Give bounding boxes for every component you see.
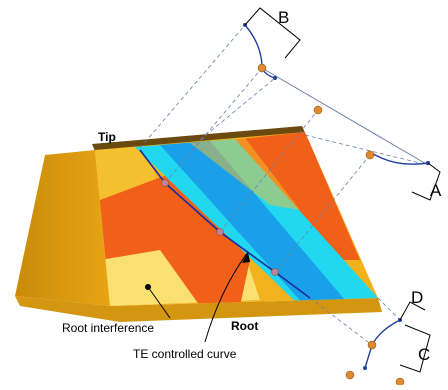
label-c: C — [418, 345, 430, 364]
side-face — [15, 150, 110, 306]
label-b: B — [278, 8, 289, 27]
label-root: Root — [231, 319, 258, 333]
annotation: Root interference — [62, 321, 154, 335]
label-a: A — [430, 181, 442, 200]
annotation: TE controlled curve — [133, 347, 237, 361]
label-tip: Tip — [98, 130, 116, 144]
label-d: D — [411, 288, 423, 307]
diagram: B A D C Tip Root Root interference TE co… — [0, 0, 448, 385]
block — [15, 126, 382, 322]
